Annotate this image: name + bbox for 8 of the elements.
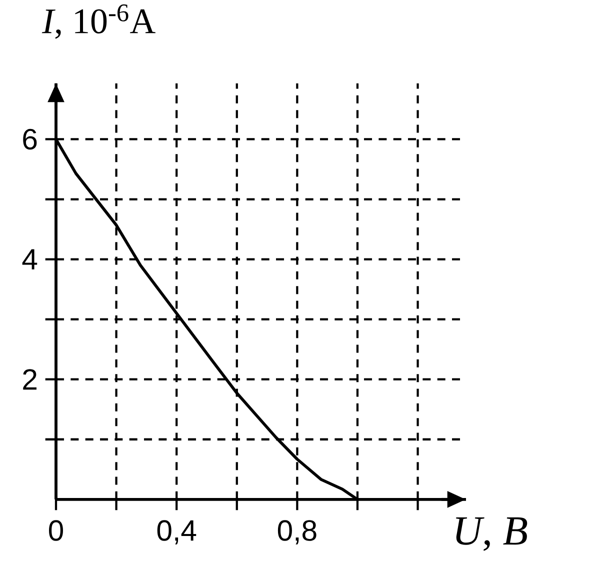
x-tick-label: 0,4 [157,520,196,544]
y-tick-label: 6 [23,128,37,150]
y-axis-title: I, 10$^{-6}$A [42,4,156,38]
y-tick-label: 4 [22,248,38,270]
y-tick-label: 2 [23,368,36,390]
x-tick-label: 0,8 [278,520,316,544]
x-axis-title: U, B [456,517,528,551]
x-tick-label: 0 [48,520,64,541]
